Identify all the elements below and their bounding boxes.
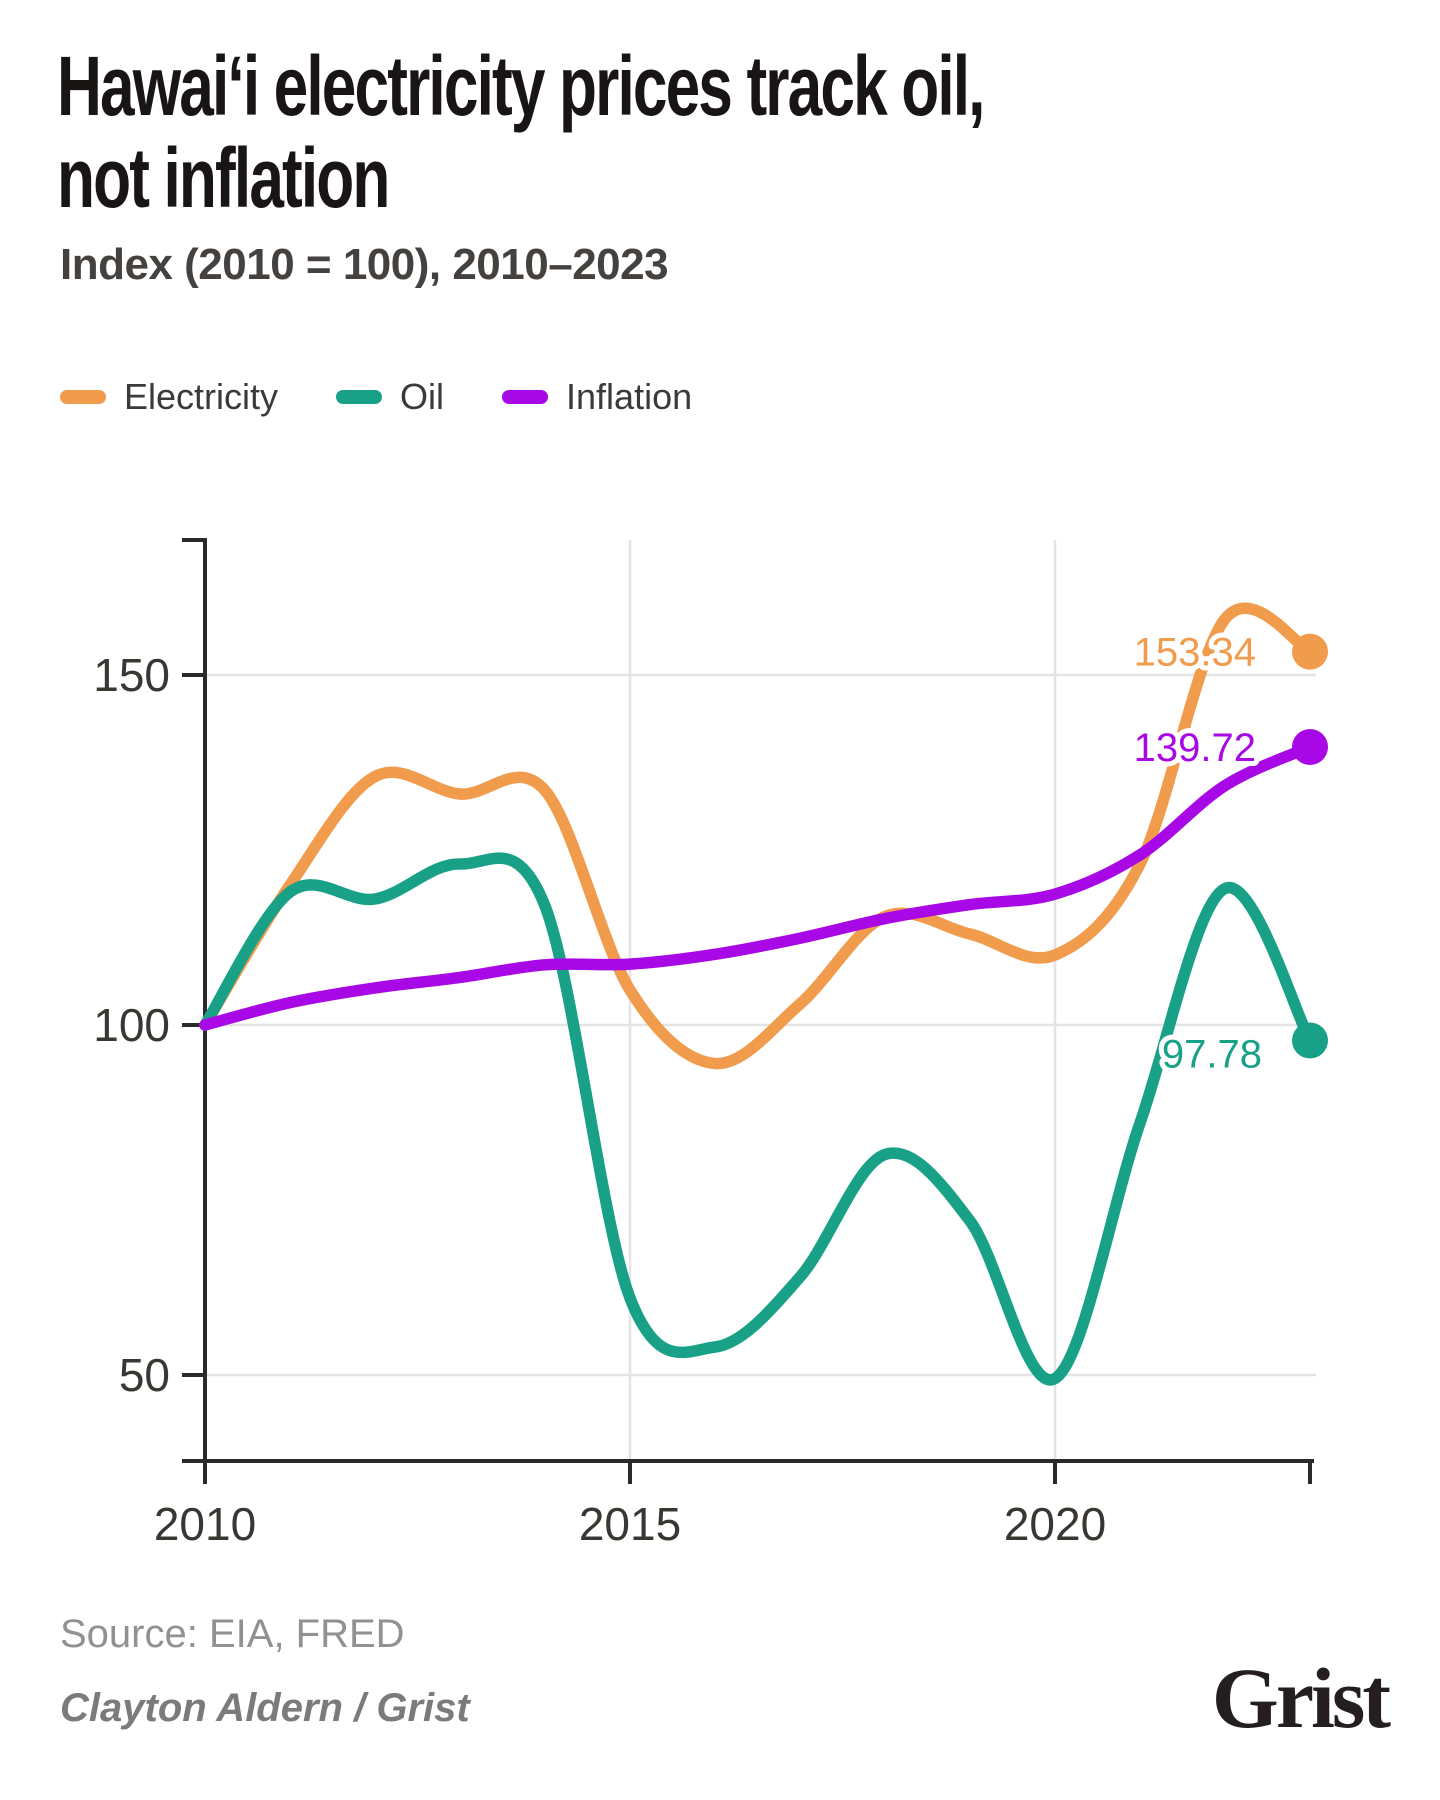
chart-title: Hawaiʻi electricity prices track oil, no… <box>57 39 985 226</box>
x-tick-label: 2010 <box>154 1498 256 1550</box>
legend-label-inflation: Inflation <box>566 376 693 417</box>
chart-title-line1: Hawaiʻi electricity prices track oil, <box>57 39 985 133</box>
x-tick-label: 2020 <box>1004 1498 1106 1550</box>
electricity-swatch-icon <box>60 390 106 404</box>
y-tick-label: 150 <box>93 649 170 701</box>
source-note: Source: EIA, FRED <box>60 1612 405 1656</box>
series-line-inflation <box>199 741 1316 1031</box>
inflation-swatch-icon <box>502 390 549 404</box>
y-tick-label: 50 <box>119 1349 170 1401</box>
chart-legend: Electricity Oil Inflation <box>60 376 692 418</box>
end-label-inflation: 139.72 <box>1134 726 1256 770</box>
credit-note: Clayton Aldern / Grist <box>60 1686 470 1730</box>
end-label-oil: 97.78 <box>1162 1033 1262 1077</box>
legend-item-oil: Oil <box>336 376 444 418</box>
series-line-electricity <box>199 602 1316 1070</box>
series-line-oil <box>199 852 1316 1386</box>
end-label-electricity: 153.34 <box>1134 631 1256 675</box>
legend-label-oil: Oil <box>400 376 445 417</box>
legend-label-electricity: Electricity <box>124 376 279 417</box>
legend-item-inflation: Inflation <box>502 376 692 418</box>
end-dot-electricity <box>1292 633 1328 670</box>
chart-title-line2: not inflation <box>57 131 390 226</box>
oil-swatch-icon <box>336 390 383 404</box>
end-dot-oil <box>1292 1022 1328 1059</box>
legend-item-electricity: Electricity <box>60 376 278 418</box>
y-tick-label: 100 <box>93 999 170 1051</box>
grist-logo: Grist <box>1211 1650 1391 1746</box>
chart-subtitle: Index (2010 = 100), 2010–2023 <box>60 240 669 289</box>
end-dot-inflation <box>1292 728 1328 765</box>
x-tick-label: 2015 <box>579 1498 681 1550</box>
